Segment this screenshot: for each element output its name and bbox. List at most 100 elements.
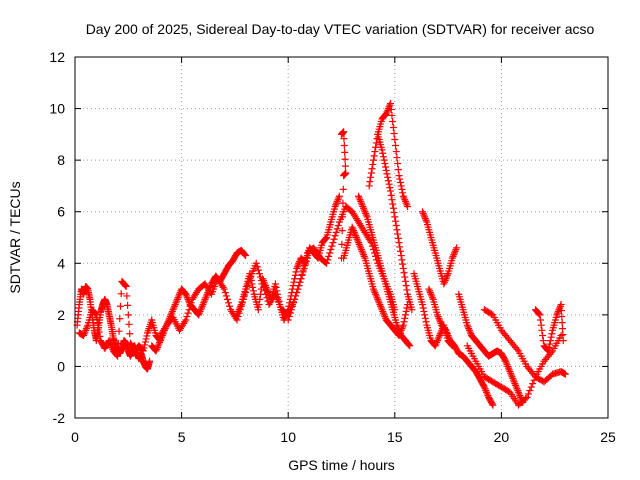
data-point-track-i xyxy=(371,148,379,156)
data-point-track-b xyxy=(93,315,101,323)
data-point-track-e xyxy=(274,290,282,298)
data-point-track-b xyxy=(107,340,115,348)
data-point-track-c xyxy=(241,251,249,259)
data-point-track-e xyxy=(273,287,281,295)
data-point-track-c xyxy=(175,290,183,298)
data-point-track-o xyxy=(506,368,514,376)
data-point-track-n xyxy=(489,401,497,409)
data-point-track-g xyxy=(379,307,387,315)
data-point-track-e xyxy=(256,290,264,298)
data-point-track-i xyxy=(367,173,375,181)
data-point-track-d xyxy=(225,299,233,307)
data-point-track-l xyxy=(422,318,430,326)
data-point-track-g xyxy=(374,297,382,305)
data-point-track-c xyxy=(199,301,207,309)
data-point-track-j xyxy=(397,252,405,260)
data-point-track-b xyxy=(92,310,100,318)
data-point-track-g xyxy=(369,285,377,293)
data-point-track-b xyxy=(80,331,88,339)
data-point-track-g xyxy=(355,239,363,247)
data-point-track-g xyxy=(372,292,380,300)
data-point-track-c xyxy=(175,292,183,300)
data-point-track-f xyxy=(295,282,303,290)
data-point-track-i xyxy=(388,111,396,119)
data-point-track-g xyxy=(373,294,381,302)
data-point-track-g xyxy=(348,223,356,231)
data-point-track-j xyxy=(389,200,397,208)
data-point-track-e xyxy=(322,234,330,242)
data-point-track-h xyxy=(406,342,414,350)
data-point-track-h xyxy=(360,204,368,212)
data-point-track-d xyxy=(253,263,261,271)
data-point-track-i xyxy=(389,117,397,125)
data-point-track-c xyxy=(195,309,203,317)
data-point-track-f xyxy=(298,270,306,278)
data-point-track-c xyxy=(201,295,209,303)
y-tick-label: 10 xyxy=(49,101,65,117)
data-point-track-j xyxy=(379,149,387,157)
data-point-track-b xyxy=(112,350,120,358)
data-point-track-d xyxy=(222,292,230,300)
data-point-track-g xyxy=(360,251,368,259)
data-point-track-c xyxy=(170,302,178,310)
data-point-track-j xyxy=(381,160,389,168)
data-point-track-m xyxy=(442,275,450,283)
data-point-track-j xyxy=(400,269,408,277)
data-point-track-k xyxy=(340,172,348,180)
data-point-track-d xyxy=(182,316,190,324)
data-point-track-l xyxy=(434,335,442,343)
data-point-track-k xyxy=(341,155,349,163)
data-point-track-i xyxy=(391,136,399,144)
data-point-track-h xyxy=(360,206,368,214)
data-point-track-j xyxy=(401,277,409,285)
data-point-track-c xyxy=(155,340,163,348)
data-point-track-b xyxy=(141,338,149,346)
data-point-track-e xyxy=(334,196,342,204)
data-point-track-d xyxy=(185,306,193,314)
data-point-track-b xyxy=(114,340,122,348)
data-point-track-o xyxy=(504,362,512,370)
data-point-track-q xyxy=(561,370,569,378)
data-point-track-g xyxy=(377,302,385,310)
data-point-track-j xyxy=(399,264,407,272)
data-point-track-o xyxy=(502,357,510,365)
data-point-track-f xyxy=(284,316,292,324)
data-point-track-e xyxy=(333,199,341,207)
data-point-track-r xyxy=(545,344,553,352)
data-point-track-h xyxy=(394,325,402,333)
data-point-track-g xyxy=(354,237,362,245)
data-point-track-g xyxy=(380,311,388,319)
data-point-track-m xyxy=(422,216,430,224)
data-point-track-r xyxy=(548,330,556,338)
data-point-track-i xyxy=(400,194,408,202)
data-point-track-f xyxy=(292,292,300,300)
data-point-track-h xyxy=(359,203,367,211)
data-point-track-n xyxy=(483,390,491,398)
data-point-track-e xyxy=(290,278,298,286)
data-point-track-h xyxy=(358,201,366,209)
data-point-track-m xyxy=(441,276,449,284)
data-point-track-d xyxy=(187,299,195,307)
data-point-track-g xyxy=(378,306,386,314)
data-point-track-i xyxy=(401,197,409,205)
data-point-track-j xyxy=(388,196,396,204)
data-point-track-e xyxy=(234,307,242,315)
data-point-track-n xyxy=(442,326,450,334)
data-point-track-o xyxy=(514,388,522,396)
data-point-track-i xyxy=(389,123,397,131)
data-point-track-f xyxy=(332,228,340,236)
data-point-track-b xyxy=(124,311,132,319)
data-point-track-c xyxy=(196,307,204,315)
data-point-track-e xyxy=(291,275,299,283)
data-point-track-n xyxy=(480,383,488,391)
data-point-track-b xyxy=(114,352,122,360)
data-point-track-o xyxy=(512,381,520,389)
data-point-track-o xyxy=(507,371,515,379)
data-point-track-f xyxy=(334,221,342,229)
data-point-track-i xyxy=(393,154,401,162)
data-point-track-k xyxy=(338,227,346,235)
data-point-track-c xyxy=(169,306,177,314)
data-point-track-n xyxy=(434,313,442,321)
data-point-track-e xyxy=(293,264,301,272)
